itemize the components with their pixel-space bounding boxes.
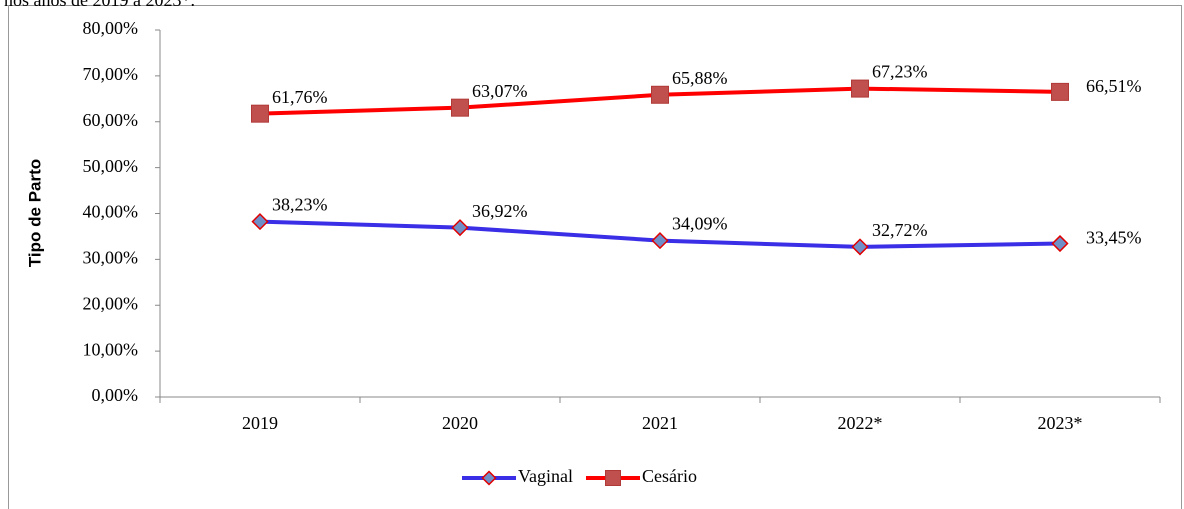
data-label: 36,92% (472, 201, 528, 221)
y-axis-title: Tipo de Parto (25, 159, 44, 267)
y-tick-label: 40,00% (83, 202, 139, 222)
data-label: 65,88% (672, 68, 728, 88)
y-tick-label: 50,00% (83, 156, 139, 176)
x-tick-label: 2022* (838, 413, 883, 433)
data-point (1051, 234, 1069, 253)
y-tick-label: 30,00% (83, 248, 139, 268)
legend-label: Cesário (642, 466, 697, 486)
y-tick-label: 60,00% (83, 110, 139, 130)
x-tick-label: 2019 (242, 413, 278, 433)
data-label: 66,51% (1086, 76, 1142, 96)
x-tick-label: 2023* (1038, 413, 1083, 433)
legend-label: Vaginal (518, 466, 573, 486)
legend-marker (605, 470, 621, 486)
chart-frame (8, 5, 1182, 509)
data-point (651, 232, 669, 250)
x-tick-label: 2020 (442, 413, 478, 433)
data-point (451, 219, 469, 237)
data-point (251, 104, 269, 123)
data-point (1051, 82, 1069, 101)
data-label: 38,23% (272, 195, 328, 215)
y-tick-label: 10,00% (83, 339, 139, 359)
data-point (651, 85, 669, 104)
data-label: 32,72% (872, 220, 928, 240)
data-point (451, 98, 469, 117)
y-tick-label: 0,00% (92, 385, 139, 405)
data-point (251, 213, 269, 231)
y-tick-label: 20,00% (83, 293, 139, 313)
x-tick-label: 2021 (642, 413, 678, 433)
legend-marker (481, 470, 497, 486)
data-label: 34,09% (672, 214, 728, 234)
data-point (851, 238, 869, 256)
data-label: 33,45% (1086, 228, 1142, 248)
y-tick-label: 80,00% (83, 18, 139, 38)
caption: nos anos de 2019 a 2023*. (4, 0, 195, 10)
data-label: 63,07% (472, 81, 528, 101)
y-tick-label: 70,00% (83, 64, 139, 84)
data-label: 61,76% (272, 87, 328, 107)
data-point (851, 79, 869, 98)
data-label: 67,23% (872, 62, 928, 82)
